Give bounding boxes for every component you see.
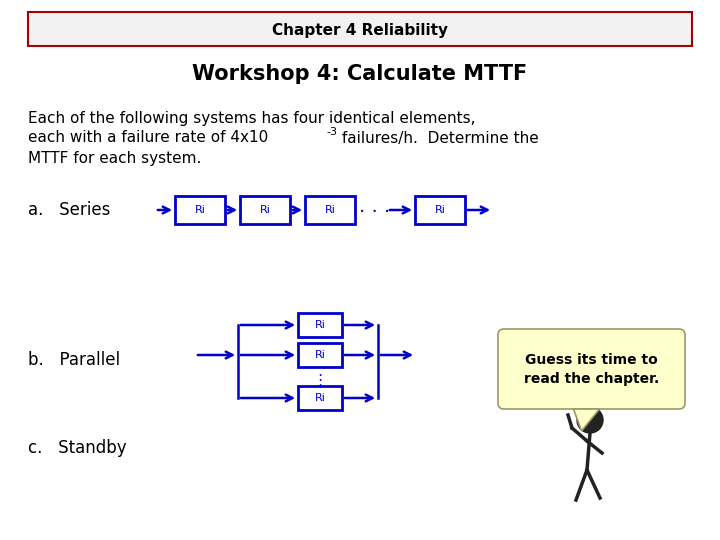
Text: · · ·: · · · [359,202,390,221]
FancyBboxPatch shape [28,12,692,46]
Text: Ri: Ri [260,205,271,215]
Text: Ri: Ri [315,350,325,360]
Text: Guess its time to: Guess its time to [525,353,658,367]
FancyBboxPatch shape [175,196,225,224]
Polygon shape [574,409,600,431]
Text: Ri: Ri [435,205,446,215]
FancyBboxPatch shape [498,329,685,409]
Text: Chapter 4 Reliability: Chapter 4 Reliability [272,23,448,37]
Circle shape [577,407,603,433]
Text: failures/h.  Determine the: failures/h. Determine the [337,131,539,145]
Text: b.   Parallel: b. Parallel [28,351,120,369]
FancyBboxPatch shape [298,386,342,410]
Text: ⋮: ⋮ [312,373,328,388]
FancyBboxPatch shape [240,196,290,224]
Text: a.   Series: a. Series [28,201,110,219]
FancyBboxPatch shape [305,196,355,224]
Text: read the chapter.: read the chapter. [524,372,659,386]
Text: each with a failure rate of 4x10: each with a failure rate of 4x10 [28,131,269,145]
Text: Ri: Ri [194,205,205,215]
FancyBboxPatch shape [415,196,465,224]
Text: Workshop 4: Calculate MTTF: Workshop 4: Calculate MTTF [192,64,528,84]
Text: Ri: Ri [315,320,325,330]
FancyBboxPatch shape [298,343,342,367]
Text: MTTF for each system.: MTTF for each system. [28,151,202,165]
Text: c.   Standby: c. Standby [28,439,127,457]
Text: Ri: Ri [325,205,336,215]
Text: Ri: Ri [315,393,325,403]
FancyBboxPatch shape [298,313,342,337]
Text: Each of the following systems has four identical elements,: Each of the following systems has four i… [28,111,475,125]
Text: -3: -3 [326,127,337,137]
Text: ?: ? [569,392,575,404]
